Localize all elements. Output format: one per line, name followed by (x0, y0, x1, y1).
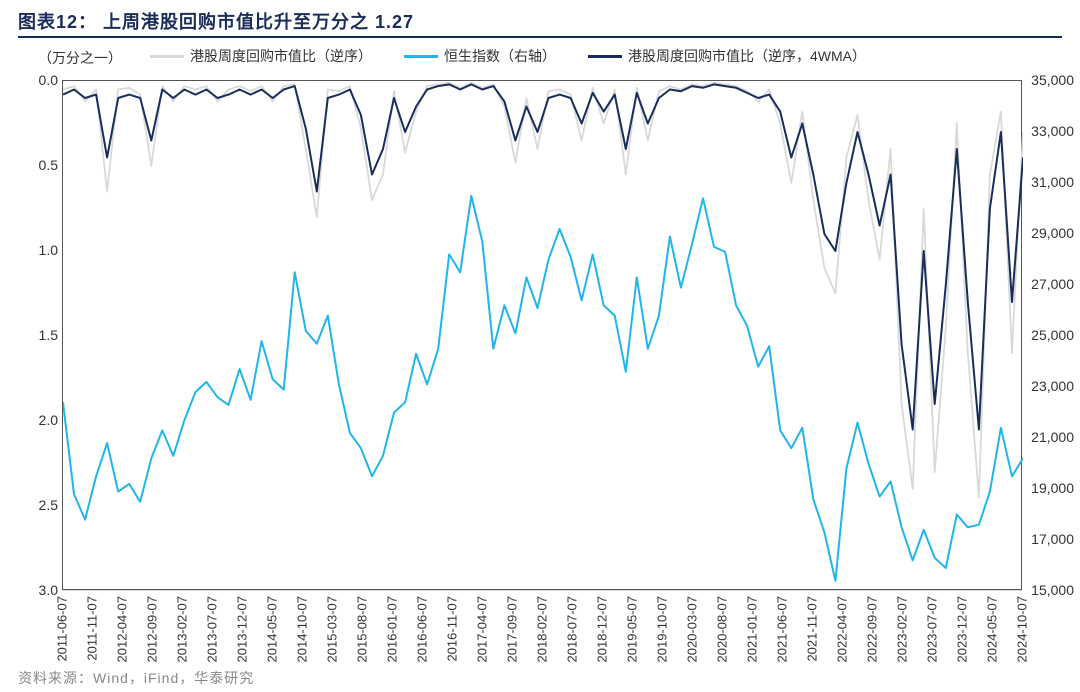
x-tick-label: 2011-11-07 (85, 596, 100, 661)
y-right-tick-label: 19,000 (1031, 480, 1074, 496)
y-right-tick-label: 21,000 (1031, 429, 1074, 445)
x-tick-label: 2021-01-07 (745, 596, 760, 663)
x-tick-label: 2013-07-07 (205, 596, 220, 663)
legend-label: 恒生指数（右轴） (444, 46, 556, 66)
x-tick-label: 2023-12-07 (955, 596, 970, 663)
x-tick-label: 2024-05-07 (985, 596, 1000, 663)
x-tick-label: 2013-12-07 (235, 596, 250, 663)
y-left-tick-label: 2.0 (24, 412, 58, 428)
x-tick-label: 2015-03-07 (325, 596, 340, 663)
x-tick-label: 2016-06-07 (415, 596, 430, 663)
y-right-tick-label: 17,000 (1031, 531, 1074, 547)
legend-swatch (404, 55, 438, 58)
y-right-tick-label: 35,000 (1031, 72, 1074, 88)
y-right-tick-label: 27,000 (1031, 276, 1074, 292)
x-tick-label: 2012-09-07 (145, 596, 160, 663)
source-footnote: 资料来源：Wind，iFind，华泰研究 (18, 668, 254, 688)
legend-label: 港股周度回购市值比（逆序，4WMA） (628, 46, 866, 66)
x-tick-label: 2014-05-07 (265, 596, 280, 663)
y-right-tick-label: 23,000 (1031, 378, 1074, 394)
chart-svg (63, 81, 1023, 591)
x-tick-label: 2017-09-07 (505, 596, 520, 663)
y-right-tick-label: 15,000 (1031, 582, 1074, 598)
y-right-tick-label: 25,000 (1031, 327, 1074, 343)
legend-item: 恒生指数（右轴） (404, 46, 556, 66)
x-tick-label: 2019-10-07 (655, 596, 670, 663)
series-ratio-raw (63, 83, 1023, 498)
y-left-tick-label: 0.5 (24, 157, 58, 173)
x-tick-label: 2023-07-07 (925, 596, 940, 663)
y-right-tick-label: 29,000 (1031, 225, 1074, 241)
y-right-tick-label: 31,000 (1031, 174, 1074, 190)
y-left-tick-label: 1.5 (24, 327, 58, 343)
x-tick-label: 2024-10-07 (1015, 596, 1030, 663)
x-tick-label: 2011-06-07 (55, 596, 70, 662)
y-left-tick-label: 2.5 (24, 497, 58, 513)
legend-item: 港股周度回购市值比（逆序，4WMA） (588, 46, 866, 66)
legend-label: 港股周度回购市值比（逆序） (190, 46, 372, 66)
legend-swatch (150, 55, 184, 58)
y-left-tick-label: 0.0 (24, 72, 58, 88)
x-tick-label: 2017-04-07 (475, 596, 490, 663)
x-tick-label: 2018-07-07 (565, 596, 580, 663)
x-tick-label: 2016-11-07 (445, 596, 460, 662)
legend: 港股周度回购市值比（逆序） 恒生指数（右轴） 港股周度回购市值比（逆序，4WMA） (150, 46, 1040, 66)
y-left-tick-label: 1.0 (24, 242, 58, 258)
chart-title: 图表12： 上周港股回购市值比升至万分之 1.27 (18, 8, 414, 34)
legend-swatch (588, 55, 622, 58)
figure-container: 图表12： 上周港股回购市值比升至万分之 1.27 （万分之一） 港股周度回购市… (0, 0, 1080, 692)
x-tick-label: 2020-08-07 (715, 596, 730, 663)
x-tick-label: 2020-03-07 (685, 596, 700, 663)
x-tick-label: 2018-12-07 (595, 596, 610, 663)
title-bar: 图表12： 上周港股回购市值比升至万分之 1.27 (18, 8, 1062, 38)
x-tick-label: 2019-05-07 (625, 596, 640, 663)
x-tick-label: 2022-04-07 (835, 596, 850, 663)
x-tick-label: 2014-10-07 (295, 596, 310, 663)
x-tick-label: 2015-08-07 (355, 596, 370, 663)
x-tick-label: 2013-02-07 (175, 596, 190, 663)
x-tick-label: 2021-06-07 (775, 596, 790, 663)
x-tick-label: 2022-09-07 (865, 596, 880, 663)
x-tick-label: 2018-02-07 (535, 596, 550, 663)
y-left-unit-label: （万分之一） (38, 48, 122, 68)
legend-item: 港股周度回购市值比（逆序） (150, 46, 372, 66)
y-right-tick-label: 33,000 (1031, 123, 1074, 139)
x-tick-label: 2023-02-07 (895, 596, 910, 663)
y-left-tick-label: 3.0 (24, 582, 58, 598)
x-tick-label: 2012-04-07 (115, 596, 130, 663)
plot-area (62, 80, 1022, 590)
x-tick-label: 2021-11-07 (805, 596, 820, 662)
x-tick-label: 2016-01-07 (385, 596, 400, 663)
